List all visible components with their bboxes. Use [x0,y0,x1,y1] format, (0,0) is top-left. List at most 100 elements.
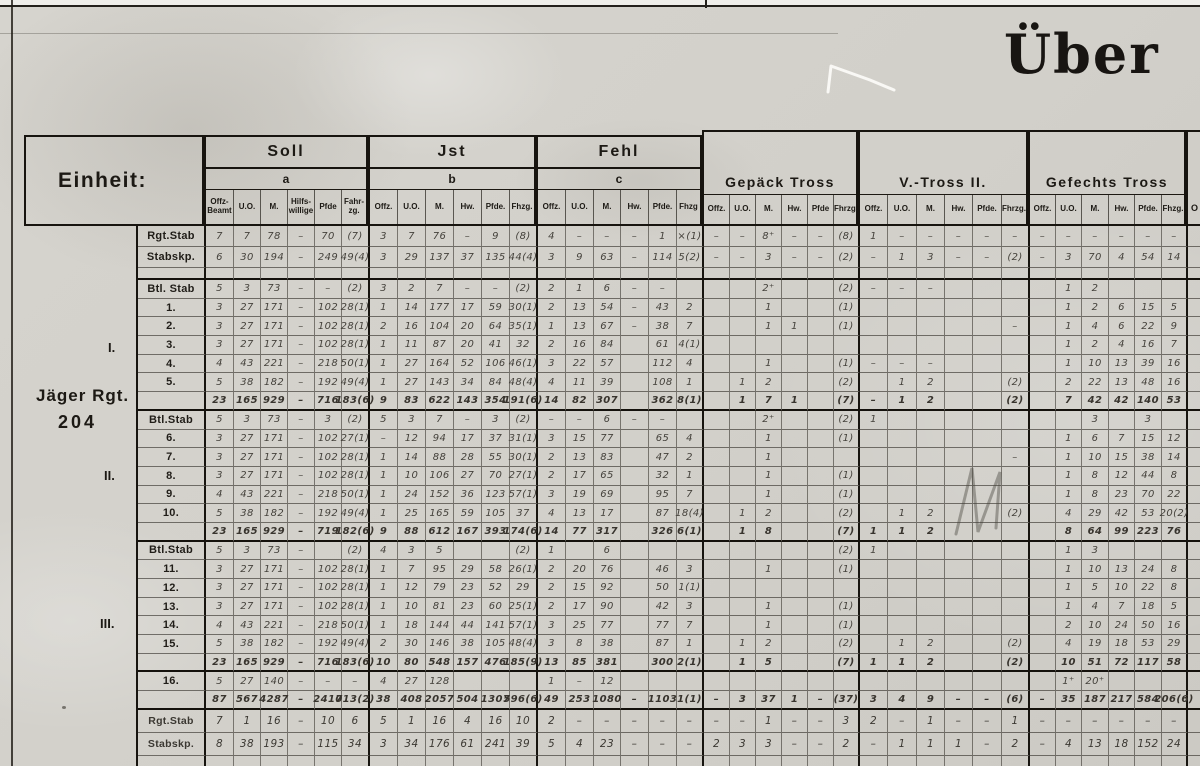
table-cell [730,597,756,617]
table-cell: – [860,280,888,299]
table-cell: 16 [398,317,426,337]
table-cell [782,373,808,393]
table-cell: 102 [315,560,342,579]
table-cell [945,336,973,355]
table-cell: 1 [370,579,398,598]
table-cell: 46 [649,560,677,579]
table-cell: 4 [206,616,234,636]
column-header: Pfde [315,190,342,224]
table-cell: 9 [566,247,594,268]
table-cell: – [288,429,315,449]
partial-column-cell [1188,486,1200,505]
table-cell: 2 [834,732,860,756]
table-cell: 3 [756,732,782,756]
table-cell: 64 [1082,522,1109,542]
table-cell: 36 [454,485,482,505]
table-cell [677,672,704,692]
table-cell [888,597,917,617]
table-cell [704,268,730,280]
table-cell: – [917,354,945,374]
battalion-label-1: I. [108,340,116,355]
table-cell: 7 [1109,429,1135,449]
table-cell: 1 [888,373,917,393]
table-cell [1002,485,1030,505]
table-cell [945,597,973,617]
table-cell: 34 [398,732,426,756]
table-cell: 2 [917,522,945,542]
table-cell: 76 [594,560,621,579]
table-cell: – [538,410,566,430]
table-cell: 1 [945,732,973,756]
table-cell: – [621,280,649,299]
table-cell: – [288,616,315,636]
table-cell [1002,410,1030,430]
table-cell: 182 [261,635,288,654]
table-cell [315,268,342,280]
column-header: M. [1082,195,1109,224]
table-cell: 49(4) [341,504,370,523]
table-cell: 1 [649,226,677,247]
table-cell: 144 [426,616,454,636]
section-header-3: Fehl c Offz. U.O. M. Hw. Pfde. Fhzg [536,135,702,226]
row-label [138,268,206,280]
table-cell: 307 [594,392,621,411]
table-cell [888,485,917,505]
table-cell: 1 [888,635,917,654]
row-label: 16. [138,672,206,692]
table-cell: – [973,732,1002,756]
table-cell: 4 [1109,336,1135,355]
table-cell [1030,354,1056,374]
table-cell: (8) [834,226,860,247]
table-cell: – [917,226,945,247]
table-cell: 4 [566,732,594,756]
table-cell [888,336,917,355]
table-cell [1030,485,1056,505]
table-cell: 1 [756,317,782,337]
table-cell: 32 [510,336,538,355]
table-cell [808,522,834,542]
table-cell [370,268,398,280]
table-cell: 5 [756,653,782,673]
table-cell: 5 [206,410,234,430]
table-cell [621,466,649,486]
table-cell: 99 [1109,522,1135,542]
table-row: 1. 3 27 171–102 28(1) 1 14 177 17 59 30(1) 2 13 54–43… [138,298,1200,318]
partial-column-cell [1188,560,1200,579]
table-cell: 171 [261,579,288,598]
table-row: Stabskp. 6 30 194–249 49(4) 3 29 137 37 135 44(4) 3… [138,247,1200,268]
column-header: U.O. [398,190,426,224]
table-cell: 48(4) [509,373,538,393]
table-cell [756,672,782,692]
table-cell: 79 [426,579,454,598]
table-cell [1162,672,1188,692]
table-cell: – [1162,226,1188,247]
table-cell: 87 [206,691,234,710]
table-cell: 49 [538,691,566,710]
table-cell [730,485,756,505]
partial-column-cell [1188,756,1200,766]
table-cell: 10 [1082,560,1109,579]
table-cell [482,755,510,766]
table-cell: 16 [1162,354,1188,374]
table-cell: 3 [370,226,398,247]
table-cell [342,755,370,766]
table-cell: 1 [370,373,398,393]
table-cell: 76 [426,226,454,247]
section-header-1: Soll a Offz- Beamt U.O. M. Hilfs- willige Pfde… [204,135,368,226]
table-cell [917,579,945,598]
table-cell: – [649,732,677,756]
table-cell: 2 [398,280,426,299]
table-cell: 165 [234,522,261,542]
table-cell: 1 [538,317,566,337]
table-cell: 28(1) [341,560,370,579]
table-cell: – [621,709,649,733]
table-cell: 192 [315,373,342,393]
table-cell: 28(1) [341,317,370,337]
table-cell: 3 [398,541,426,561]
table-cell: – [1056,226,1082,247]
table-cell: – [342,672,370,692]
table-cell: 38 [234,504,261,523]
table-cell [973,672,1002,692]
table-cell: – [288,504,315,523]
table-cell: 41 [482,336,510,355]
